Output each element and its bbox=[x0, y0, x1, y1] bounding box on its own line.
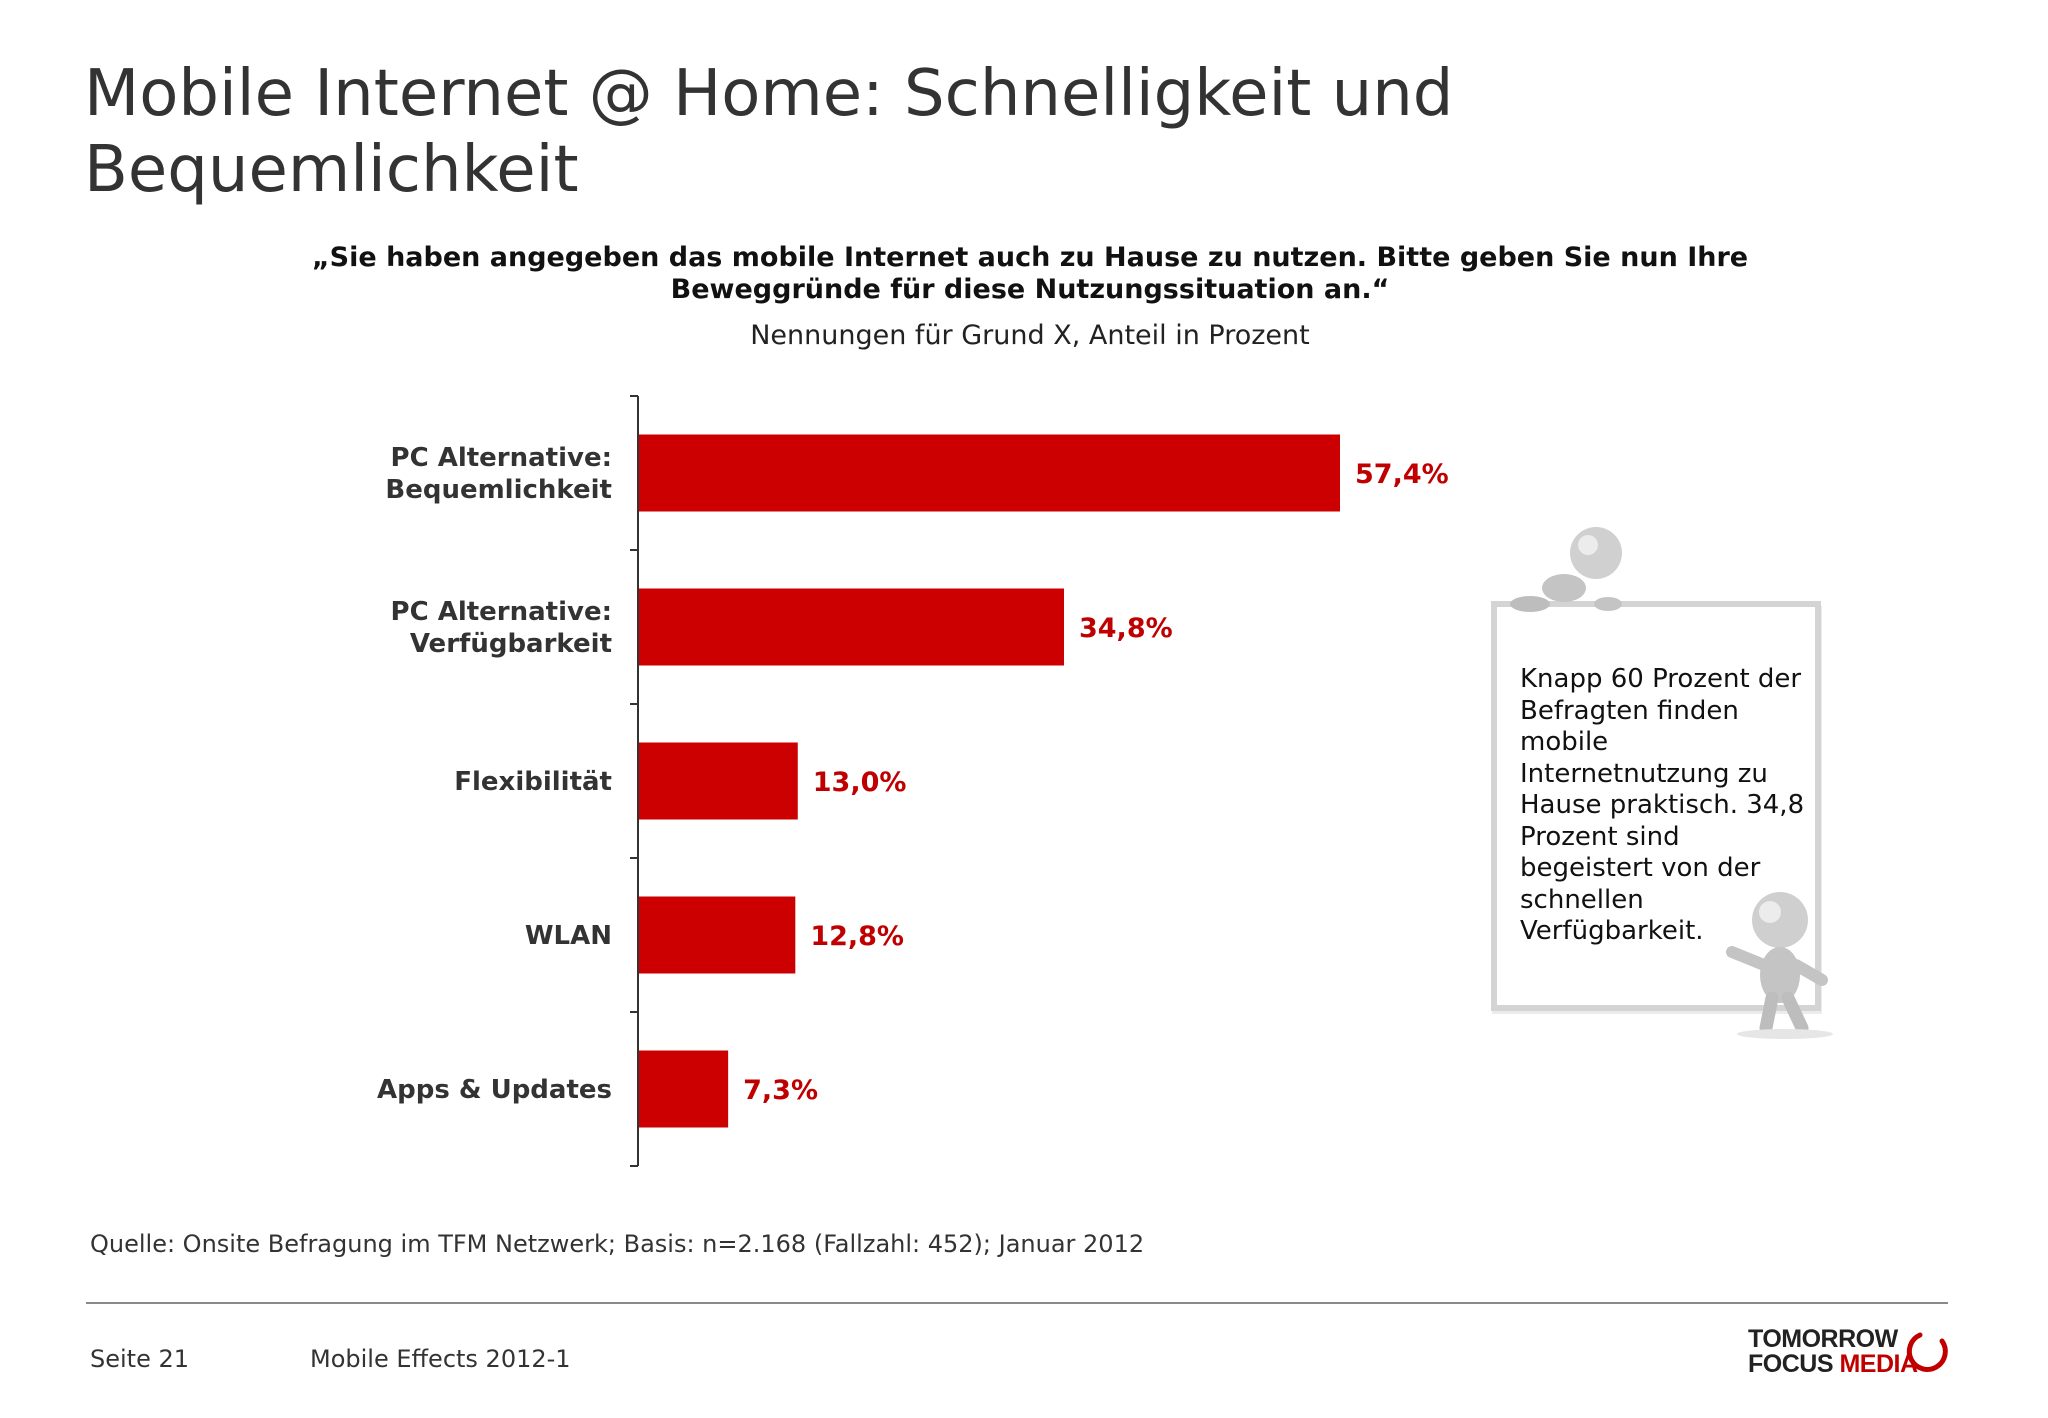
logo-text-line-2: FOCUS MEDIA bbox=[1748, 1350, 1918, 1379]
category-label: PC Alternative: bbox=[391, 443, 612, 473]
category-label: Bequemlichkeit bbox=[385, 475, 612, 505]
callout-line: Internetnutzung zu bbox=[1520, 758, 1768, 789]
callout-line: begeistert von der bbox=[1520, 853, 1761, 883]
bar bbox=[639, 896, 796, 974]
callout-line: Knapp 60 Prozent der bbox=[1520, 664, 1802, 694]
survey-question-line-2: Beweggründe für diese Nutzungssituation … bbox=[670, 274, 1390, 305]
category-label: PC Alternative: bbox=[391, 597, 612, 627]
slide-title: Mobile Internet @ Home: Schnelligkeit un… bbox=[84, 57, 1454, 207]
bar bbox=[639, 588, 1064, 666]
bar bbox=[639, 742, 798, 820]
value-label: 34,8% bbox=[1079, 613, 1173, 644]
logo-ring-icon bbox=[1906, 1332, 1948, 1372]
category-label: WLAN bbox=[525, 921, 612, 951]
value-label: 13,0% bbox=[813, 767, 907, 798]
bar bbox=[639, 434, 1340, 512]
callout-illustration bbox=[1491, 527, 1833, 1039]
bar-chart: 57,4%PC Alternative:Bequemlichkeit34,8%P… bbox=[377, 395, 1449, 1167]
footer-divider bbox=[86, 1302, 1948, 1304]
category-label: Verfügbarkeit bbox=[410, 629, 612, 659]
bar bbox=[639, 1050, 729, 1128]
logo-text-line-1: TOMORROW bbox=[1748, 1325, 1898, 1353]
source-note: Quelle: Onsite Befragung im TFM Netzwerk… bbox=[90, 1230, 1145, 1258]
company-logo: TOMORROW FOCUS MEDIA bbox=[1748, 1325, 1958, 1378]
chart-subtitle: Nennungen für Grund X, Anteil in Prozent bbox=[750, 320, 1310, 351]
category-label: Apps & Updates bbox=[377, 1075, 612, 1105]
logo-text-focus: FOCUS bbox=[1748, 1350, 1834, 1378]
logo-text-media: MEDIA bbox=[1839, 1350, 1918, 1378]
category-label: Flexibilität bbox=[454, 767, 612, 797]
callout-line: Hause praktisch. 34,8 bbox=[1520, 790, 1805, 820]
callout-line: Befragten finden bbox=[1520, 695, 1739, 726]
callout-line: schnellen bbox=[1520, 884, 1644, 915]
value-label: 57,4% bbox=[1355, 459, 1449, 490]
survey-question-line-1: „Sie haben angegeben das mobile Internet… bbox=[311, 242, 1749, 273]
callout-line: Verfügbarkeit. bbox=[1520, 916, 1704, 946]
figure-head-top bbox=[1570, 527, 1622, 579]
value-label: 7,3% bbox=[743, 1075, 818, 1106]
callout-line: mobile bbox=[1520, 727, 1609, 757]
callout-text: Knapp 60 Prozent der Befragten finden mo… bbox=[1520, 664, 1820, 948]
document-name: Mobile Effects 2012-1 bbox=[310, 1345, 571, 1373]
value-label: 12,8% bbox=[810, 921, 904, 952]
callout-line: Prozent sind bbox=[1520, 821, 1680, 852]
page-number: Seite 21 bbox=[90, 1345, 190, 1373]
survey-question: „Sie haben angegeben das mobile Internet… bbox=[300, 242, 1760, 306]
